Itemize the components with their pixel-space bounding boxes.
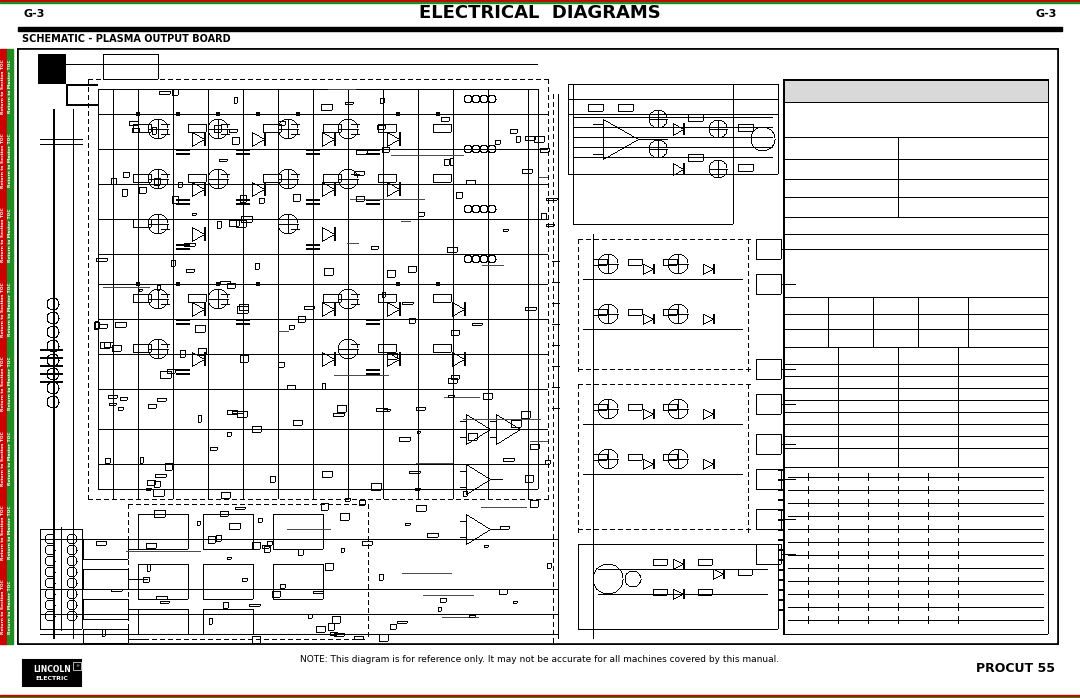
Bar xyxy=(0,697,1080,698)
Text: PROCUT 55: PROCUT 55 xyxy=(976,662,1055,676)
Text: Return to Section TOC: Return to Section TOC xyxy=(1,282,5,336)
Text: Return to Master TOC: Return to Master TOC xyxy=(8,59,12,113)
Bar xyxy=(6,496,13,570)
Text: LINCOLN: LINCOLN xyxy=(33,664,71,674)
Text: ELECTRICAL  DIAGRAMS: ELECTRICAL DIAGRAMS xyxy=(419,4,661,22)
Text: G-3: G-3 xyxy=(23,9,44,19)
Bar xyxy=(0,570,6,644)
Text: NOTE: This diagram is for reference only. It may not be accurate for all machine: NOTE: This diagram is for reference only… xyxy=(300,655,780,664)
Bar xyxy=(0,198,6,272)
Text: Return to Master TOC: Return to Master TOC xyxy=(8,357,12,410)
Bar xyxy=(6,124,13,198)
Bar xyxy=(18,49,1058,644)
Bar xyxy=(0,0,1080,1)
Text: Return to Master TOC: Return to Master TOC xyxy=(8,431,12,485)
Bar xyxy=(23,660,81,686)
Text: Return to Master TOC: Return to Master TOC xyxy=(8,505,12,559)
Text: ELECTRIC: ELECTRIC xyxy=(36,676,68,681)
Bar xyxy=(0,124,6,198)
Bar xyxy=(18,49,1058,644)
Bar xyxy=(0,346,6,421)
Bar xyxy=(0,421,6,496)
Text: Return to Section TOC: Return to Section TOC xyxy=(1,133,5,188)
Bar xyxy=(0,272,6,346)
Bar xyxy=(6,570,13,644)
Text: Return to Section TOC: Return to Section TOC xyxy=(1,505,5,560)
Text: Return to Section TOC: Return to Section TOC xyxy=(1,579,5,634)
Bar xyxy=(18,27,1062,29)
Text: ®: ® xyxy=(75,664,79,668)
Text: Return to Master TOC: Return to Master TOC xyxy=(8,283,12,336)
Bar xyxy=(0,1,1080,3)
Bar xyxy=(0,49,6,124)
Bar xyxy=(6,272,13,346)
Text: Return to Section TOC: Return to Section TOC xyxy=(1,431,5,486)
Bar xyxy=(0,496,6,570)
Bar xyxy=(6,198,13,272)
Bar xyxy=(6,421,13,496)
Bar xyxy=(0,695,1080,697)
Bar xyxy=(18,30,1062,31)
Text: G-3: G-3 xyxy=(1036,9,1057,19)
Text: Return to Master TOC: Return to Master TOC xyxy=(8,580,12,634)
Bar xyxy=(73,662,81,670)
Bar xyxy=(6,49,13,124)
Text: Return to Section TOC: Return to Section TOC xyxy=(1,207,5,262)
Text: Return to Master TOC: Return to Master TOC xyxy=(8,208,12,262)
Text: SCHEMATIC - PLASMA OUTPUT BOARD: SCHEMATIC - PLASMA OUTPUT BOARD xyxy=(22,34,231,44)
Bar xyxy=(6,346,13,421)
Text: Return to Section TOC: Return to Section TOC xyxy=(1,59,5,114)
Text: Return to Master TOC: Return to Master TOC xyxy=(8,134,12,187)
Text: Return to Section TOC: Return to Section TOC xyxy=(1,356,5,411)
